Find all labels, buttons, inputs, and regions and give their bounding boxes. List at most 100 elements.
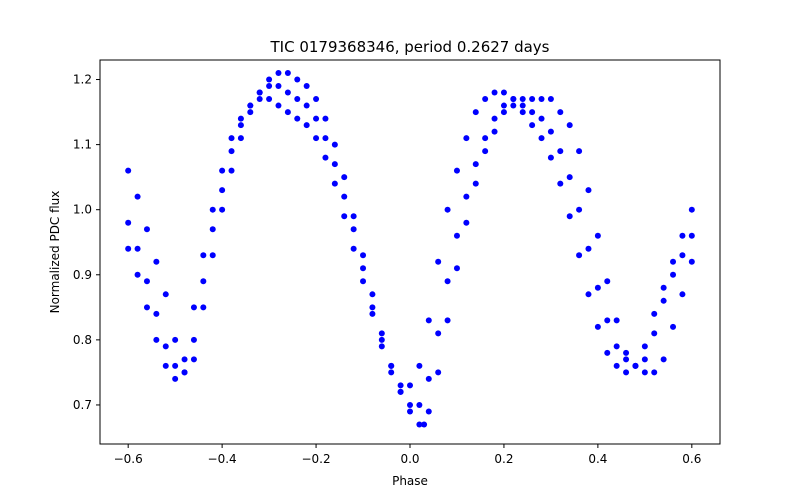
- data-point: [172, 375, 179, 382]
- data-point: [190, 356, 197, 363]
- data-point: [594, 232, 601, 239]
- data-point: [491, 115, 498, 122]
- data-point: [463, 219, 470, 226]
- y-tick-label: 1.1: [73, 138, 92, 152]
- data-point: [247, 109, 254, 116]
- data-point: [181, 369, 188, 376]
- data-point: [247, 102, 254, 109]
- data-point: [613, 343, 620, 350]
- data-point: [538, 115, 545, 122]
- data-point: [660, 297, 667, 304]
- data-point: [472, 109, 479, 116]
- data-point: [529, 122, 536, 129]
- data-point: [425, 408, 432, 415]
- data-point: [228, 148, 235, 155]
- data-point: [557, 180, 564, 187]
- data-point: [125, 167, 132, 174]
- data-point: [435, 258, 442, 265]
- data-point: [679, 232, 686, 239]
- data-point: [228, 135, 235, 142]
- data-point: [566, 174, 573, 181]
- data-point: [294, 115, 301, 122]
- data-point: [463, 193, 470, 200]
- data-point: [388, 362, 395, 369]
- data-point: [576, 148, 583, 155]
- data-point: [651, 369, 658, 376]
- data-point: [331, 180, 338, 187]
- data-point: [275, 83, 282, 90]
- data-point: [453, 232, 460, 239]
- data-point: [172, 336, 179, 343]
- data-point: [228, 167, 235, 174]
- data-point: [209, 226, 216, 233]
- data-point: [416, 362, 423, 369]
- data-point: [369, 310, 376, 317]
- data-point: [322, 115, 329, 122]
- x-tick-label: −0.4: [208, 452, 237, 466]
- data-point: [576, 206, 583, 213]
- data-point: [378, 336, 385, 343]
- data-point: [237, 115, 244, 122]
- data-point: [623, 349, 630, 356]
- data-point: [463, 135, 470, 142]
- data-point: [500, 89, 507, 96]
- data-point: [529, 109, 536, 116]
- data-point: [679, 252, 686, 259]
- data-point: [623, 356, 630, 363]
- data-point: [134, 271, 141, 278]
- data-point: [453, 167, 460, 174]
- data-point: [519, 109, 526, 116]
- data-point: [679, 291, 686, 298]
- data-point: [134, 245, 141, 252]
- data-point: [190, 304, 197, 311]
- data-point: [566, 213, 573, 220]
- data-point: [444, 317, 451, 324]
- data-point: [284, 89, 291, 96]
- data-point: [397, 382, 404, 389]
- data-point: [651, 330, 658, 337]
- data-point: [538, 96, 545, 103]
- data-point: [641, 356, 648, 363]
- data-point: [172, 362, 179, 369]
- x-axis-title: Phase: [392, 474, 428, 488]
- data-point: [143, 278, 150, 285]
- y-axis-title: Normalized PDC flux: [48, 191, 62, 314]
- data-point: [585, 245, 592, 252]
- data-point: [313, 96, 320, 103]
- y-tick-label: 1.0: [73, 203, 92, 217]
- x-tick-label: 0.6: [682, 452, 701, 466]
- data-point: [266, 96, 273, 103]
- data-point: [688, 258, 695, 265]
- data-point: [369, 291, 376, 298]
- data-point: [350, 226, 357, 233]
- data-point: [500, 109, 507, 116]
- data-point: [190, 336, 197, 343]
- data-point: [378, 343, 385, 350]
- data-point: [303, 83, 310, 90]
- data-point: [350, 213, 357, 220]
- data-point: [153, 336, 160, 343]
- data-point: [688, 206, 695, 213]
- x-tick-label: 0.2: [494, 452, 513, 466]
- data-point: [670, 271, 677, 278]
- data-point: [435, 330, 442, 337]
- data-point: [604, 349, 611, 356]
- data-point: [407, 382, 413, 389]
- data-point: [547, 154, 554, 161]
- data-point: [670, 323, 677, 330]
- data-point: [378, 330, 385, 337]
- data-point: [388, 369, 395, 376]
- data-point: [266, 76, 273, 83]
- data-point: [303, 102, 310, 109]
- data-point: [407, 401, 413, 408]
- data-point: [510, 102, 517, 109]
- data-point: [284, 70, 291, 77]
- data-point: [491, 89, 498, 96]
- data-point: [294, 76, 301, 83]
- data-point: [519, 102, 526, 109]
- data-point: [538, 135, 545, 142]
- data-point: [275, 70, 282, 77]
- data-point: [181, 356, 188, 363]
- data-point: [651, 310, 658, 317]
- data-point: [200, 278, 207, 285]
